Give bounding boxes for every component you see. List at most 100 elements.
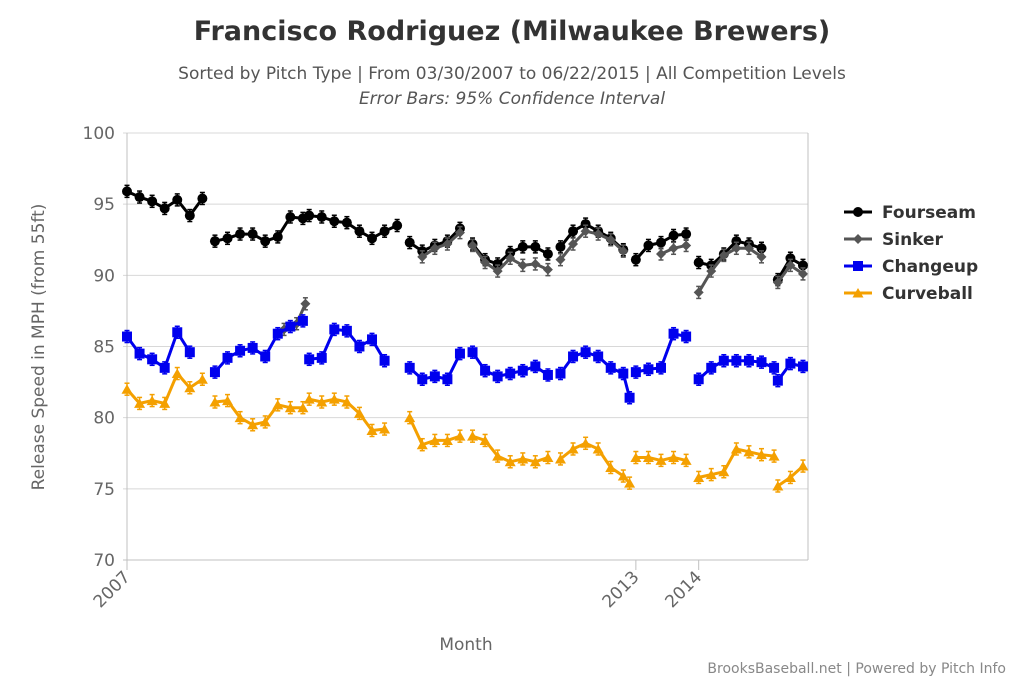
changeup-point[interactable] xyxy=(297,315,308,326)
sinker-point[interactable] xyxy=(693,287,704,298)
fourseam-point[interactable] xyxy=(235,229,246,240)
changeup-point[interactable] xyxy=(122,331,132,342)
fourseam-point[interactable] xyxy=(568,226,579,237)
curveball-point[interactable] xyxy=(624,478,636,488)
fourseam-point[interactable] xyxy=(542,248,553,259)
curveball-point[interactable] xyxy=(772,480,784,491)
changeup-point[interactable] xyxy=(785,358,796,369)
fourseam-point[interactable] xyxy=(404,237,415,248)
changeup-point[interactable] xyxy=(718,355,729,366)
fourseam-point[interactable] xyxy=(172,194,183,205)
curveball-point[interactable] xyxy=(416,439,428,450)
changeup-point[interactable] xyxy=(147,354,158,365)
curveball-point[interactable] xyxy=(303,394,315,404)
sinker-point[interactable] xyxy=(605,234,616,245)
curveball-point[interactable] xyxy=(743,446,755,457)
changeup-point[interactable] xyxy=(769,362,780,373)
changeup-point[interactable] xyxy=(285,321,296,332)
curveball-point[interactable] xyxy=(580,438,592,448)
sinker-point[interactable] xyxy=(797,268,808,279)
curveball-point[interactable] xyxy=(196,374,208,384)
fourseam-point[interactable] xyxy=(379,226,390,237)
changeup-point[interactable] xyxy=(756,357,767,368)
curveball-point[interactable] xyxy=(222,395,234,406)
fourseam-point[interactable] xyxy=(354,226,365,237)
changeup-point[interactable] xyxy=(442,374,453,385)
changeup-point[interactable] xyxy=(379,355,390,366)
changeup-point[interactable] xyxy=(505,368,516,379)
fourseam-point[interactable] xyxy=(731,236,742,247)
fourseam-point[interactable] xyxy=(184,210,195,221)
fourseam-point[interactable] xyxy=(247,229,258,240)
curveball-point[interactable] xyxy=(259,416,271,427)
changeup-point[interactable] xyxy=(731,355,742,366)
sinker-point[interactable] xyxy=(785,260,796,271)
curveball-point[interactable] xyxy=(479,435,491,445)
changeup-point[interactable] xyxy=(706,362,717,373)
changeup-point[interactable] xyxy=(404,362,415,373)
sinker-point[interactable] xyxy=(756,251,767,262)
fourseam-point[interactable] xyxy=(197,193,208,204)
changeup-point[interactable] xyxy=(568,351,579,362)
fourseam-point[interactable] xyxy=(209,236,220,247)
curveball-point[interactable] xyxy=(316,397,328,407)
curveball-point[interactable] xyxy=(718,466,730,477)
sinker-point[interactable] xyxy=(467,240,478,251)
legend-changeup-point[interactable] xyxy=(853,261,863,271)
fourseam-point[interactable] xyxy=(122,186,132,197)
changeup-point[interactable] xyxy=(134,348,145,359)
curveball-point[interactable] xyxy=(705,469,717,480)
sinker-point[interactable] xyxy=(568,239,579,250)
curveball-point[interactable] xyxy=(297,402,309,413)
curveball-point[interactable] xyxy=(784,472,796,482)
legend-sinker-point[interactable] xyxy=(853,234,863,244)
curveball-point[interactable] xyxy=(517,453,529,464)
sinker-point[interactable] xyxy=(706,266,717,277)
changeup-point[interactable] xyxy=(681,331,692,342)
curveball-point[interactable] xyxy=(693,472,705,482)
curveball-point[interactable] xyxy=(467,431,479,441)
changeup-point[interactable] xyxy=(480,365,491,376)
curveball-point[interactable] xyxy=(554,453,566,464)
curveball-point[interactable] xyxy=(209,397,221,407)
curveball-point[interactable] xyxy=(272,399,284,410)
curveball-point[interactable] xyxy=(617,471,629,481)
legend-item-curveball[interactable]: Curveball xyxy=(844,284,973,304)
fourseam-point[interactable] xyxy=(316,211,327,222)
fourseam-point[interactable] xyxy=(329,216,340,227)
fourseam-point[interactable] xyxy=(681,229,692,240)
curveball-point[interactable] xyxy=(642,452,654,463)
curveball-point[interactable] xyxy=(353,408,365,418)
sinker-point[interactable] xyxy=(731,243,742,254)
fourseam-point[interactable] xyxy=(285,211,296,222)
sinker-point[interactable] xyxy=(655,248,666,259)
fourseam-point[interactable] xyxy=(530,241,541,252)
legend[interactable]: Fourseam Sinker Changeup Curveball xyxy=(844,203,978,304)
changeup-point[interactable] xyxy=(467,347,478,358)
changeup-point[interactable] xyxy=(797,361,808,372)
changeup-point[interactable] xyxy=(417,374,428,385)
changeup-point[interactable] xyxy=(693,374,704,385)
fourseam-point[interactable] xyxy=(272,231,283,242)
fourseam-point[interactable] xyxy=(785,253,796,264)
changeup-point[interactable] xyxy=(555,368,566,379)
curveball-point[interactable] xyxy=(454,431,466,441)
changeup-point[interactable] xyxy=(668,328,679,339)
curveball-point[interactable] xyxy=(328,394,340,404)
changeup-point[interactable] xyxy=(329,324,340,335)
changeup-point[interactable] xyxy=(630,367,641,378)
changeup-point[interactable] xyxy=(172,327,183,338)
curveball-point[interactable] xyxy=(655,455,667,465)
curveball-point[interactable] xyxy=(730,443,742,454)
sinker-point[interactable] xyxy=(300,298,311,309)
changeup-point[interactable] xyxy=(341,325,352,336)
changeup-point[interactable] xyxy=(643,364,654,375)
sinker-point[interactable] xyxy=(480,257,491,268)
changeup-point[interactable] xyxy=(593,351,604,362)
legend-curveball-point[interactable] xyxy=(852,288,864,298)
sinker-point[interactable] xyxy=(492,266,503,277)
fourseam-point[interactable] xyxy=(630,254,641,265)
curveball-point[interactable] xyxy=(284,402,296,413)
curveball-point[interactable] xyxy=(159,398,171,408)
fourseam-point[interactable] xyxy=(134,192,145,203)
